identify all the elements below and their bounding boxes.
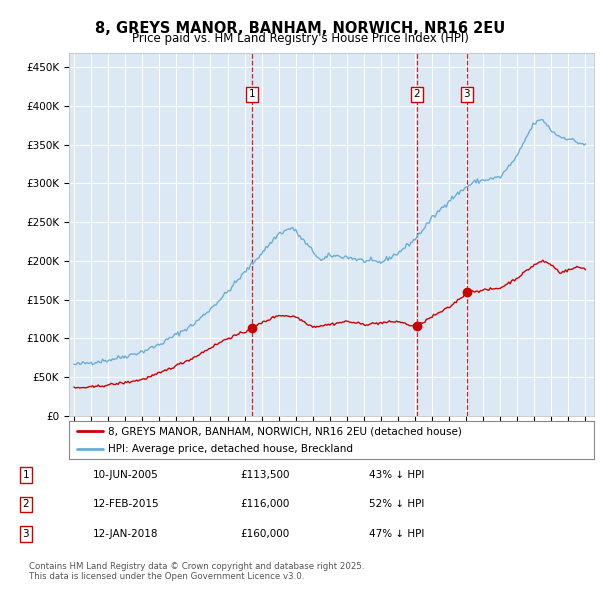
Text: 1: 1 — [249, 89, 256, 99]
Text: 2: 2 — [413, 89, 420, 99]
Text: 2: 2 — [22, 500, 29, 509]
Text: 1: 1 — [22, 470, 29, 480]
Text: 12-FEB-2015: 12-FEB-2015 — [93, 500, 160, 509]
Text: 8, GREYS MANOR, BANHAM, NORWICH, NR16 2EU (detached house): 8, GREYS MANOR, BANHAM, NORWICH, NR16 2E… — [109, 426, 462, 436]
Text: Price paid vs. HM Land Registry's House Price Index (HPI): Price paid vs. HM Land Registry's House … — [131, 32, 469, 45]
Text: 12-JAN-2018: 12-JAN-2018 — [93, 529, 158, 539]
Text: £116,000: £116,000 — [240, 500, 289, 509]
Text: 3: 3 — [464, 89, 470, 99]
Text: 43% ↓ HPI: 43% ↓ HPI — [369, 470, 424, 480]
Text: This data is licensed under the Open Government Licence v3.0.: This data is licensed under the Open Gov… — [29, 572, 304, 581]
Text: HPI: Average price, detached house, Breckland: HPI: Average price, detached house, Brec… — [109, 444, 353, 454]
Text: £113,500: £113,500 — [240, 470, 290, 480]
Text: Contains HM Land Registry data © Crown copyright and database right 2025.: Contains HM Land Registry data © Crown c… — [29, 562, 364, 571]
Text: 3: 3 — [22, 529, 29, 539]
Text: 8, GREYS MANOR, BANHAM, NORWICH, NR16 2EU: 8, GREYS MANOR, BANHAM, NORWICH, NR16 2E… — [95, 21, 505, 35]
Text: 47% ↓ HPI: 47% ↓ HPI — [369, 529, 424, 539]
Text: £160,000: £160,000 — [240, 529, 289, 539]
Text: 10-JUN-2005: 10-JUN-2005 — [93, 470, 159, 480]
Text: 52% ↓ HPI: 52% ↓ HPI — [369, 500, 424, 509]
